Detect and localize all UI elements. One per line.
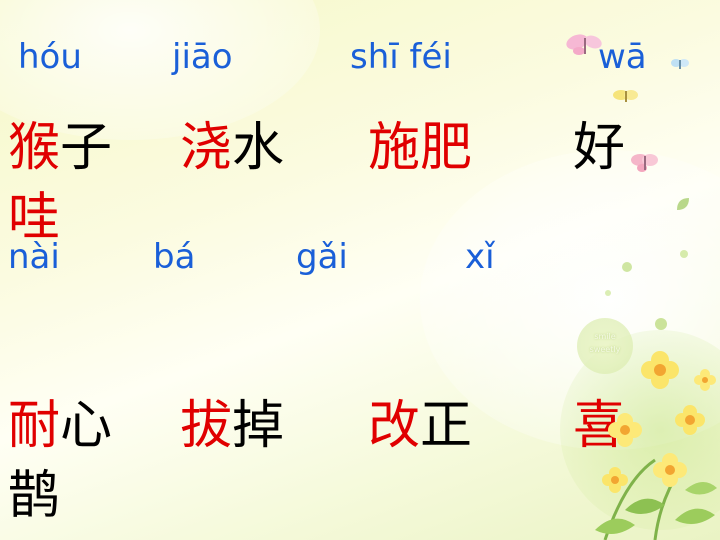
smile-badge: smile sweetly bbox=[577, 318, 633, 374]
pinyin-hou: hóu bbox=[18, 37, 82, 77]
word-naixin-highlight: 耐 bbox=[8, 396, 61, 456]
word-naixin: 耐心 bbox=[8, 400, 112, 452]
flower-cluster-icon bbox=[595, 351, 717, 540]
word-gaizheng-rest: 正 bbox=[420, 396, 473, 456]
badge-line1: smile bbox=[594, 332, 616, 341]
pinyin-nai: nài bbox=[8, 237, 60, 277]
word-gaizheng: 改正 bbox=[368, 400, 472, 452]
word-badiao-highlight: 拔 bbox=[180, 396, 233, 456]
pinyin-shi-fei: shī féi bbox=[350, 37, 452, 77]
word-jiaoshui-highlight: 浇 bbox=[180, 118, 233, 178]
word-jiaoshui: 浇水 bbox=[180, 122, 284, 174]
pinyin-wa: wā bbox=[598, 37, 647, 77]
butterfly-icon bbox=[671, 59, 689, 69]
pinyin-ba: bá bbox=[153, 237, 196, 277]
word-houzi-rest: 子 bbox=[60, 118, 113, 178]
decor-dot bbox=[622, 262, 632, 272]
decor-dot bbox=[605, 290, 611, 296]
word-shifei-highlight: 施肥 bbox=[368, 118, 473, 178]
word-naixin-rest: 心 bbox=[60, 396, 113, 456]
word-wa-wrap: 哇 bbox=[8, 192, 60, 244]
badge-line2: sweetly bbox=[589, 345, 621, 354]
butterfly-icon bbox=[631, 154, 658, 172]
butterfly-icon bbox=[566, 34, 602, 55]
word-shifei: 施肥 bbox=[368, 122, 472, 174]
word-badiao-rest: 掉 bbox=[232, 396, 285, 456]
decor-dot bbox=[655, 318, 667, 330]
word-que-char: 鹊 bbox=[8, 466, 61, 526]
word-hao-rest: 好 bbox=[573, 118, 626, 178]
pinyin-xi: xǐ bbox=[465, 237, 495, 277]
word-houzi: 猴子 bbox=[8, 122, 112, 174]
butterfly-icon bbox=[613, 90, 638, 102]
leaf-icon bbox=[677, 198, 689, 210]
word-badiao: 拔掉 bbox=[180, 400, 284, 452]
word-hao: 好 bbox=[573, 122, 625, 174]
word-houzi-highlight: 猴 bbox=[8, 118, 61, 178]
word-que-wrap: 鹊 bbox=[8, 470, 60, 522]
word-gaizheng-highlight: 改 bbox=[368, 396, 421, 456]
pinyin-jiao: jiāo bbox=[172, 37, 233, 77]
pinyin-gai: gǎi bbox=[296, 237, 348, 277]
word-jiaoshui-rest: 水 bbox=[232, 118, 285, 178]
word-wa-char: 哇 bbox=[8, 188, 61, 248]
decor-dot bbox=[680, 250, 688, 258]
